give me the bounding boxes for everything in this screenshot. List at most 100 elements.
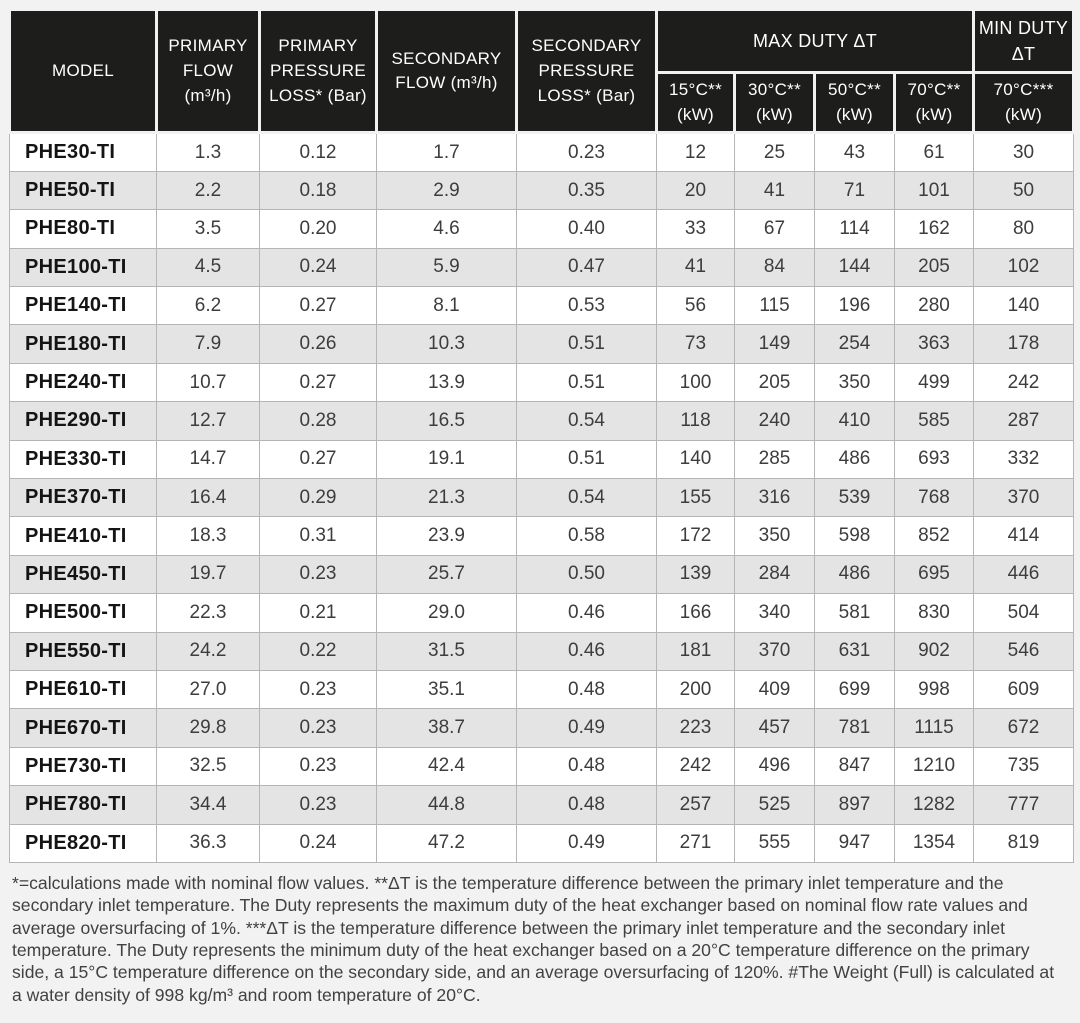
col-group-min-duty: MIN DUTY ΔT bbox=[972, 7, 1076, 75]
primary-flow-cell: 27.0 bbox=[156, 669, 260, 710]
max-duty-15c-cell: 12 bbox=[656, 132, 735, 172]
model-cell: PHE240-TI bbox=[9, 362, 157, 403]
max-duty-70c-cell: 1282 bbox=[893, 785, 975, 825]
primary-pressure-loss-cell: 0.27 bbox=[259, 362, 377, 403]
model-cell: PHE450-TI bbox=[9, 554, 157, 595]
secondary-flow-cell: 29.0 bbox=[376, 593, 517, 633]
max-duty-15c-cell: 73 bbox=[656, 324, 735, 364]
secondary-flow-cell: 31.5 bbox=[376, 631, 517, 671]
primary-flow-cell: 14.7 bbox=[156, 439, 260, 479]
secondary-pressure-loss-cell: 0.53 bbox=[516, 286, 657, 326]
primary-flow-cell: 34.4 bbox=[156, 785, 260, 825]
max-duty-70c-cell: 499 bbox=[893, 362, 975, 403]
model-cell: PHE80-TI bbox=[9, 209, 157, 249]
secondary-flow-cell: 19.1 bbox=[376, 439, 517, 479]
max-duty-50c-cell: 254 bbox=[814, 324, 895, 364]
max-duty-15c-cell: 181 bbox=[656, 631, 735, 671]
max-duty-70c-cell: 693 bbox=[893, 439, 975, 479]
primary-flow-cell: 4.5 bbox=[156, 247, 260, 288]
secondary-flow-cell: 47.2 bbox=[376, 823, 517, 863]
primary-pressure-loss-cell: 0.21 bbox=[259, 593, 377, 633]
table-row: PHE670-TI 29.8 0.23 38.7 0.49 223 457 78… bbox=[9, 708, 1075, 748]
max-duty-50c-cell: 781 bbox=[814, 708, 895, 748]
table-row: PHE180-TI 7.9 0.26 10.3 0.51 73 149 254 … bbox=[9, 324, 1075, 364]
primary-flow-cell: 32.5 bbox=[156, 746, 260, 787]
table-body: PHE30-TI 1.3 0.12 1.7 0.23 12 25 43 61 3… bbox=[9, 132, 1075, 863]
table-row: PHE50-TI 2.2 0.18 2.9 0.35 20 41 71 101 … bbox=[9, 170, 1075, 211]
min-duty-70c-cell: 609 bbox=[973, 669, 1075, 710]
secondary-flow-cell: 16.5 bbox=[376, 401, 517, 441]
max-duty-15c-cell: 118 bbox=[656, 401, 735, 441]
primary-flow-cell: 12.7 bbox=[156, 401, 260, 441]
table-row: PHE80-TI 3.5 0.20 4.6 0.40 33 67 114 162… bbox=[9, 209, 1075, 249]
spec-table: MODEL PRIMARY FLOW (m³/h) PRIMARY PRESSU… bbox=[8, 7, 1076, 863]
model-cell: PHE410-TI bbox=[9, 516, 157, 556]
max-duty-50c-cell: 71 bbox=[814, 170, 895, 211]
secondary-flow-cell: 13.9 bbox=[376, 362, 517, 403]
secondary-flow-cell: 5.9 bbox=[376, 247, 517, 288]
primary-pressure-loss-cell: 0.22 bbox=[259, 631, 377, 671]
primary-flow-cell: 1.3 bbox=[156, 132, 260, 172]
max-duty-15c-cell: 20 bbox=[656, 170, 735, 211]
table-row: PHE100-TI 4.5 0.24 5.9 0.47 41 84 144 20… bbox=[9, 247, 1075, 288]
primary-pressure-loss-cell: 0.28 bbox=[259, 401, 377, 441]
min-duty-70c-cell: 178 bbox=[973, 324, 1075, 364]
max-duty-30c-cell: 496 bbox=[734, 746, 815, 787]
max-duty-50c-cell: 631 bbox=[814, 631, 895, 671]
model-cell: PHE330-TI bbox=[9, 439, 157, 479]
max-duty-70c-cell: 1115 bbox=[893, 708, 975, 748]
max-duty-30c-cell: 555 bbox=[734, 823, 815, 863]
max-duty-50c-cell: 897 bbox=[814, 785, 895, 825]
col-header-secondary-flow: SECONDARY FLOW (m³/h) bbox=[375, 7, 518, 135]
primary-pressure-loss-cell: 0.26 bbox=[259, 324, 377, 364]
secondary-flow-cell: 25.7 bbox=[376, 554, 517, 595]
max-duty-50c-cell: 539 bbox=[814, 477, 895, 518]
col-header-model: MODEL bbox=[8, 7, 158, 135]
min-duty-70c-cell: 30 bbox=[973, 132, 1075, 172]
primary-flow-cell: 6.2 bbox=[156, 286, 260, 326]
table-row: PHE240-TI 10.7 0.27 13.9 0.51 100 205 35… bbox=[9, 362, 1075, 403]
col-header-min-duty-70c: 70°C*** (kW) bbox=[972, 71, 1076, 135]
secondary-pressure-loss-cell: 0.48 bbox=[516, 746, 657, 787]
model-cell: PHE370-TI bbox=[9, 477, 157, 518]
max-duty-30c-cell: 409 bbox=[734, 669, 815, 710]
primary-pressure-loss-cell: 0.31 bbox=[259, 516, 377, 556]
max-duty-70c-cell: 205 bbox=[893, 247, 975, 288]
secondary-pressure-loss-cell: 0.54 bbox=[516, 477, 657, 518]
max-duty-30c-cell: 25 bbox=[734, 132, 815, 172]
primary-pressure-loss-cell: 0.27 bbox=[259, 439, 377, 479]
primary-flow-cell: 24.2 bbox=[156, 631, 260, 671]
primary-flow-cell: 19.7 bbox=[156, 554, 260, 595]
max-duty-30c-cell: 525 bbox=[734, 785, 815, 825]
secondary-pressure-loss-cell: 0.54 bbox=[516, 401, 657, 441]
max-duty-30c-cell: 41 bbox=[734, 170, 815, 211]
max-duty-50c-cell: 699 bbox=[814, 669, 895, 710]
max-duty-30c-cell: 284 bbox=[734, 554, 815, 595]
max-duty-70c-cell: 101 bbox=[893, 170, 975, 211]
model-cell: PHE30-TI bbox=[9, 132, 157, 172]
max-duty-30c-cell: 205 bbox=[734, 362, 815, 403]
secondary-pressure-loss-cell: 0.50 bbox=[516, 554, 657, 595]
max-duty-30c-cell: 84 bbox=[734, 247, 815, 288]
max-duty-30c-cell: 457 bbox=[734, 708, 815, 748]
max-duty-50c-cell: 947 bbox=[814, 823, 895, 863]
max-duty-15c-cell: 139 bbox=[656, 554, 735, 595]
secondary-flow-cell: 2.9 bbox=[376, 170, 517, 211]
col-header-max-duty-70c: 70°C** (kW) bbox=[892, 71, 976, 135]
max-duty-15c-cell: 172 bbox=[656, 516, 735, 556]
model-cell: PHE50-TI bbox=[9, 170, 157, 211]
primary-pressure-loss-cell: 0.12 bbox=[259, 132, 377, 172]
col-group-max-duty: MAX DUTY ΔT bbox=[654, 7, 976, 75]
table-row: PHE290-TI 12.7 0.28 16.5 0.54 118 240 41… bbox=[9, 401, 1075, 441]
table-row: PHE500-TI 22.3 0.21 29.0 0.46 166 340 58… bbox=[9, 593, 1075, 633]
max-duty-70c-cell: 852 bbox=[893, 516, 975, 556]
min-duty-70c-cell: 546 bbox=[973, 631, 1075, 671]
secondary-pressure-loss-cell: 0.51 bbox=[516, 362, 657, 403]
table-header: MODEL PRIMARY FLOW (m³/h) PRIMARY PRESSU… bbox=[8, 7, 1076, 135]
primary-pressure-loss-cell: 0.24 bbox=[259, 247, 377, 288]
col-header-max-duty-15c: 15°C** (kW) bbox=[655, 71, 736, 135]
table-row: PHE610-TI 27.0 0.23 35.1 0.48 200 409 69… bbox=[9, 669, 1075, 710]
table-row: PHE370-TI 16.4 0.29 21.3 0.54 155 316 53… bbox=[9, 477, 1075, 518]
max-duty-70c-cell: 363 bbox=[893, 324, 975, 364]
min-duty-70c-cell: 102 bbox=[973, 247, 1075, 288]
